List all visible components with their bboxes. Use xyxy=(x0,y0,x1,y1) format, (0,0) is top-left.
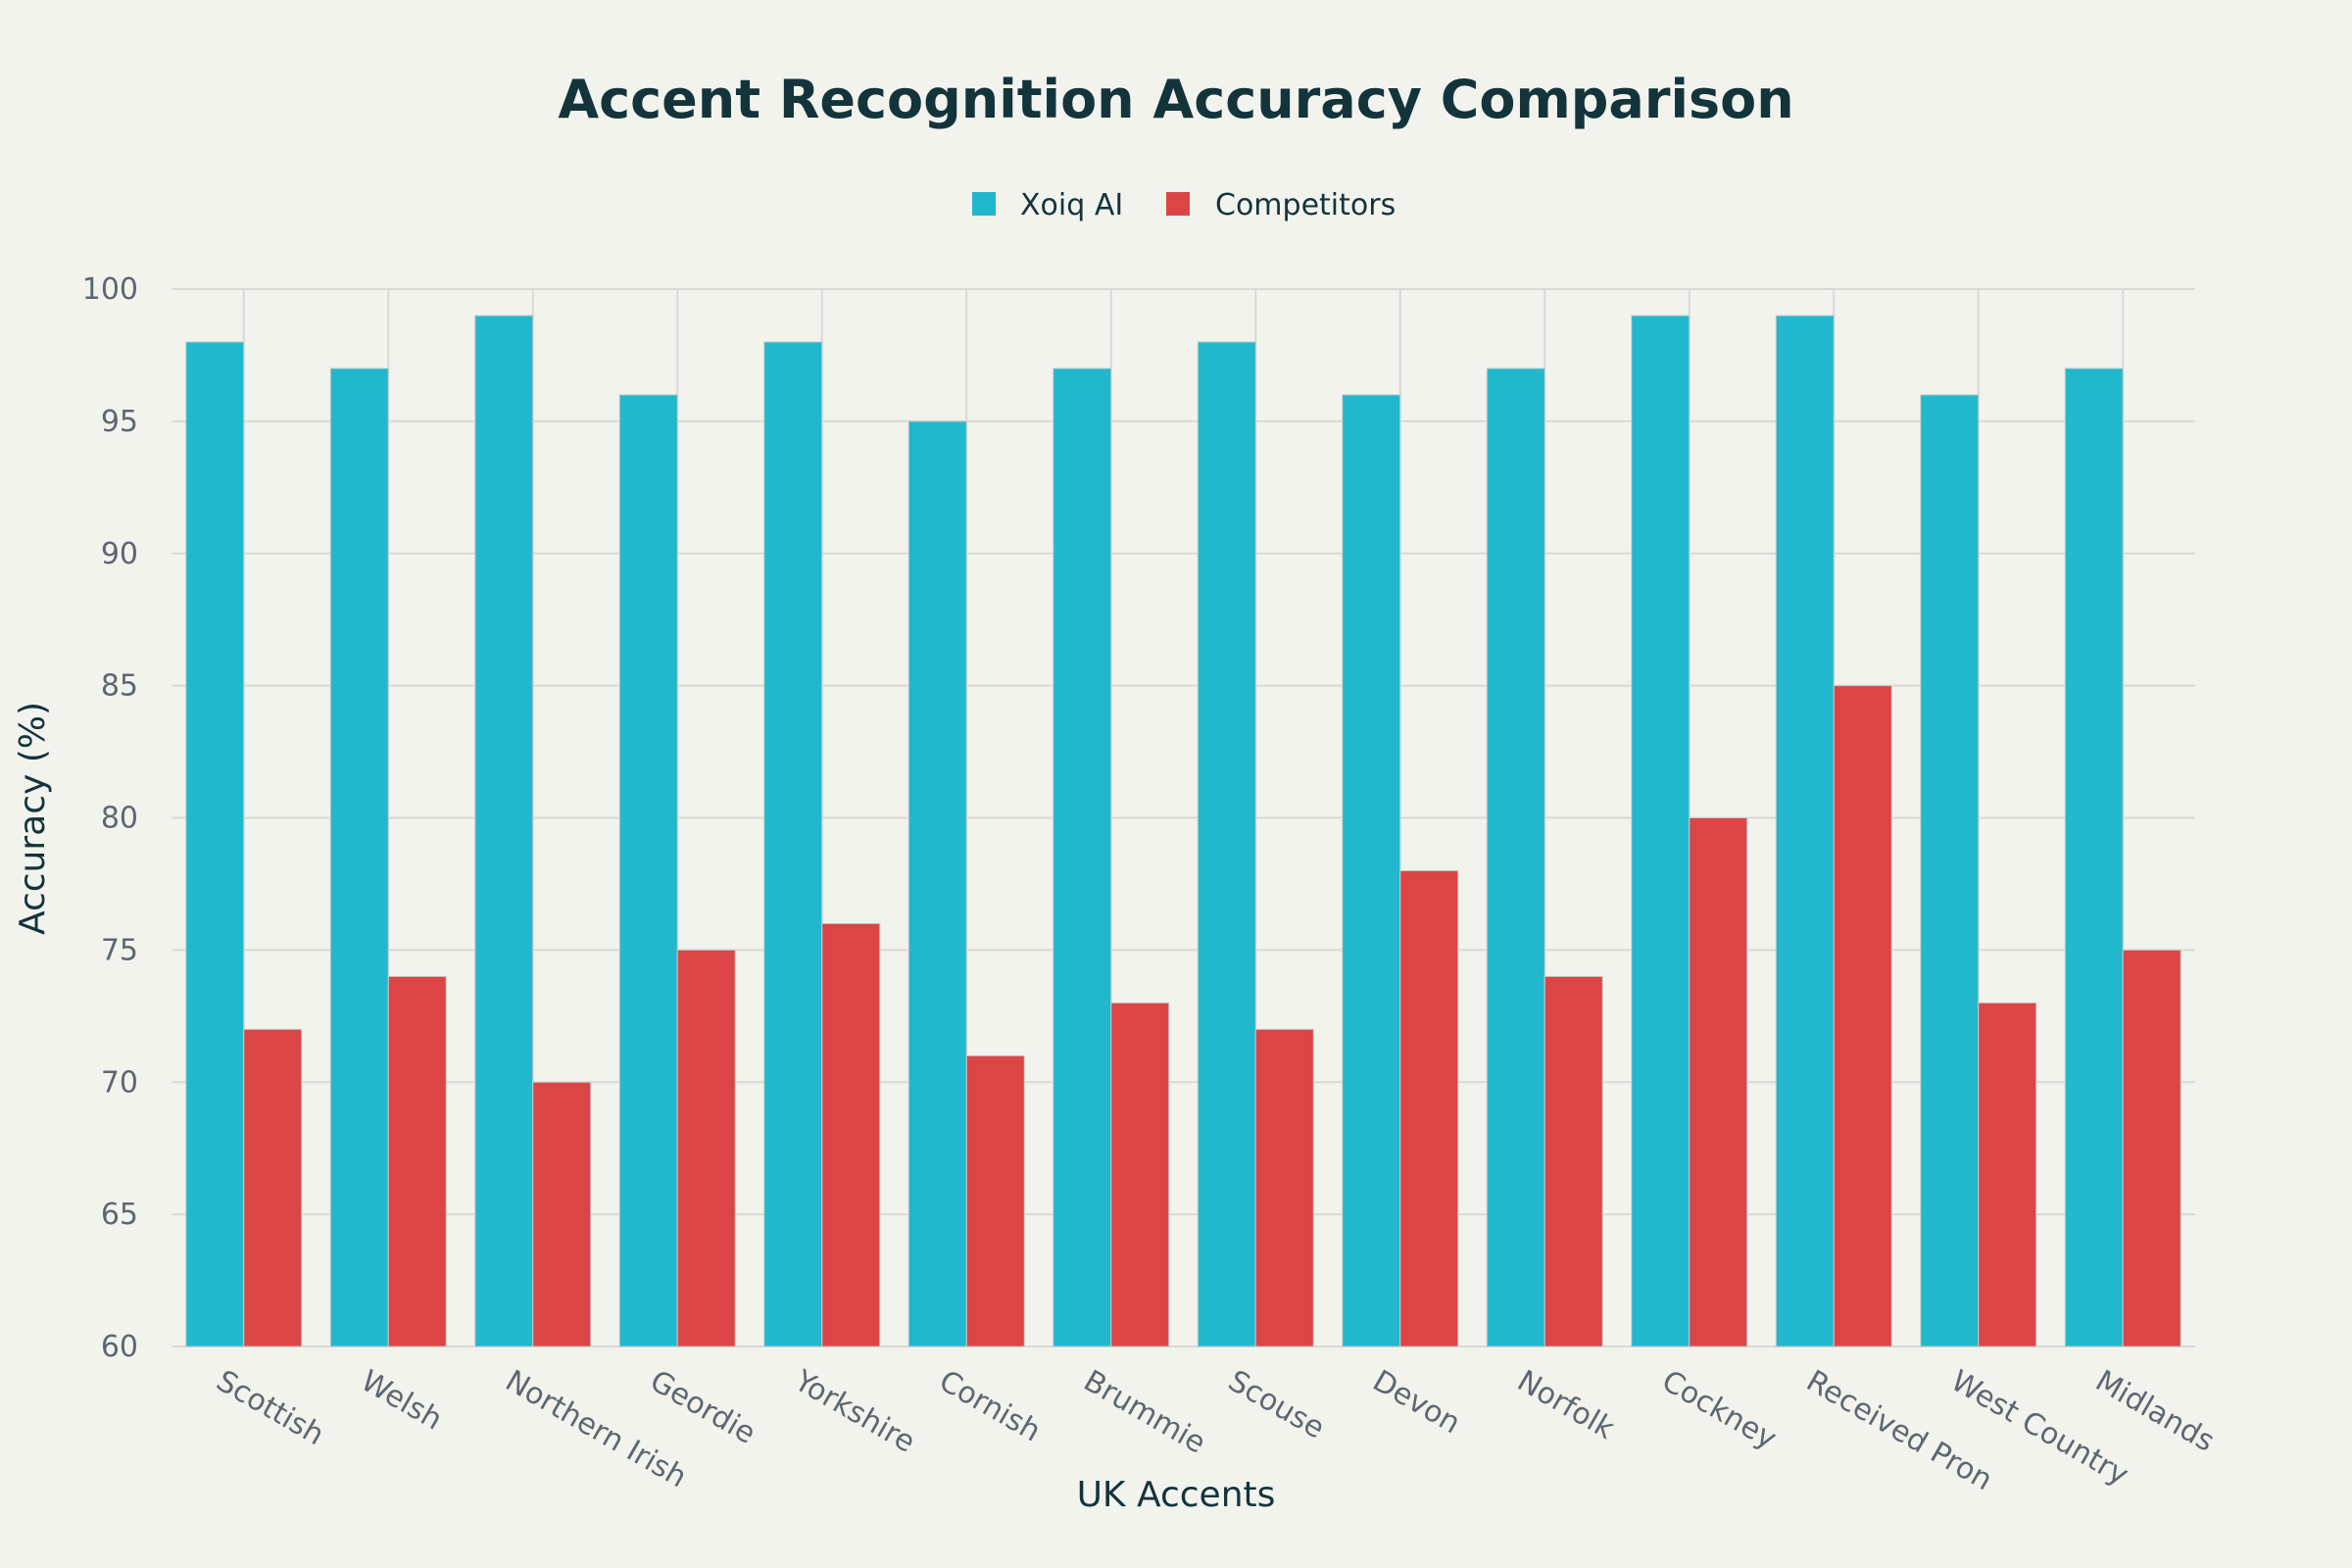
legend-label-1: Xoiq AI xyxy=(1020,188,1123,222)
x-axis-title: UK Accents xyxy=(1077,1475,1276,1515)
y-axis-title: Accuracy (%) xyxy=(13,702,53,935)
x-tick-label-2: Welsh xyxy=(355,1364,448,1438)
xoiq-bar-4[interactable] xyxy=(618,394,678,1348)
competitor-bar-7[interactable] xyxy=(1110,1002,1170,1348)
competitor-bar-9[interactable] xyxy=(1399,869,1459,1348)
y-tick-label-70: 70 xyxy=(101,1065,138,1100)
y-tick-label-95: 95 xyxy=(101,405,138,439)
y-tick-label-90: 90 xyxy=(101,537,138,571)
competitor-bar-10[interactable] xyxy=(1544,975,1603,1348)
xoiq-bar-9[interactable] xyxy=(1342,394,1401,1348)
legend-item-2[interactable]: Competitors xyxy=(1166,188,1396,222)
xoiq-bar-3[interactable] xyxy=(474,315,534,1348)
competitor-bar-6[interactable] xyxy=(965,1054,1025,1348)
legend-item-1[interactable]: Xoiq AI xyxy=(972,188,1123,222)
axis-titles: UK Accents Accuracy (%) xyxy=(13,702,1275,1515)
xoiq-bar-14[interactable] xyxy=(2064,368,2124,1348)
x-tick-label-8: Scouse xyxy=(1222,1364,1330,1446)
x-tick-label-11: Cockney xyxy=(1656,1364,1783,1457)
xoiq-bar-12[interactable] xyxy=(1775,315,1835,1348)
competitor-bar-11[interactable] xyxy=(1689,817,1748,1348)
y-tick-label-85: 85 xyxy=(101,669,138,704)
chart-title: Accent Recognition Accuracy Comparison xyxy=(558,69,1793,130)
xoiq-bar-13[interactable] xyxy=(1920,394,1980,1348)
competitor-bar-12[interactable] xyxy=(1833,685,1892,1348)
y-tick-label-65: 65 xyxy=(101,1198,138,1232)
y-axis-ticks: 60 65 70 75 80 85 90 95 100 xyxy=(82,272,138,1364)
legend-swatch-1 xyxy=(972,192,996,216)
x-tick-label-9: Devon xyxy=(1367,1364,1466,1442)
xoiq-bar-2[interactable] xyxy=(329,368,389,1348)
competitor-bar-2[interactable] xyxy=(387,975,447,1348)
chart-title-group: Accent Recognition Accuracy Comparison xyxy=(558,69,1793,130)
x-tick-label-14: Midlands xyxy=(2089,1364,2220,1459)
xoiq-bar-7[interactable] xyxy=(1053,368,1112,1348)
xoiq-bar-8[interactable] xyxy=(1197,341,1256,1348)
xoiq-bar-1[interactable] xyxy=(185,341,245,1348)
y-tick-label-60: 60 xyxy=(101,1330,138,1364)
competitor-bar-3[interactable] xyxy=(532,1081,592,1348)
xoiq-bar-11[interactable] xyxy=(1631,315,1690,1348)
y-tick-label-80: 80 xyxy=(101,802,138,836)
xoiq-bar-5[interactable] xyxy=(763,341,823,1348)
competitor-bar-13[interactable] xyxy=(1978,1002,2037,1348)
competitor-bar-5[interactable] xyxy=(821,922,881,1348)
xoiq-bar-6[interactable] xyxy=(907,420,967,1348)
legend-swatch-2 xyxy=(1166,192,1190,216)
x-tick-label-5: Yorkshire xyxy=(788,1363,921,1460)
x-tick-label-4: Geordie xyxy=(644,1364,760,1451)
y-tick-label-75: 75 xyxy=(101,933,138,967)
x-tick-label-7: Brummie xyxy=(1078,1364,1211,1461)
legend: Xoiq AI Competitors xyxy=(972,188,1396,222)
competitor-bar-1[interactable] xyxy=(243,1028,303,1348)
x-tick-label-10: Norfolk xyxy=(1511,1364,1620,1447)
competitor-bar-14[interactable] xyxy=(2122,949,2181,1348)
competitor-bar-8[interactable] xyxy=(1254,1028,1314,1348)
xoiq-bar-10[interactable] xyxy=(1486,368,1545,1348)
x-tick-label-1: Scottish xyxy=(211,1364,330,1453)
y-tick-label-100: 100 xyxy=(82,272,138,307)
bars xyxy=(185,315,2181,1348)
competitor-bar-4[interactable] xyxy=(676,949,736,1348)
x-tick-label-6: Cornish xyxy=(933,1364,1046,1449)
legend-label-2: Competitors xyxy=(1215,188,1396,222)
